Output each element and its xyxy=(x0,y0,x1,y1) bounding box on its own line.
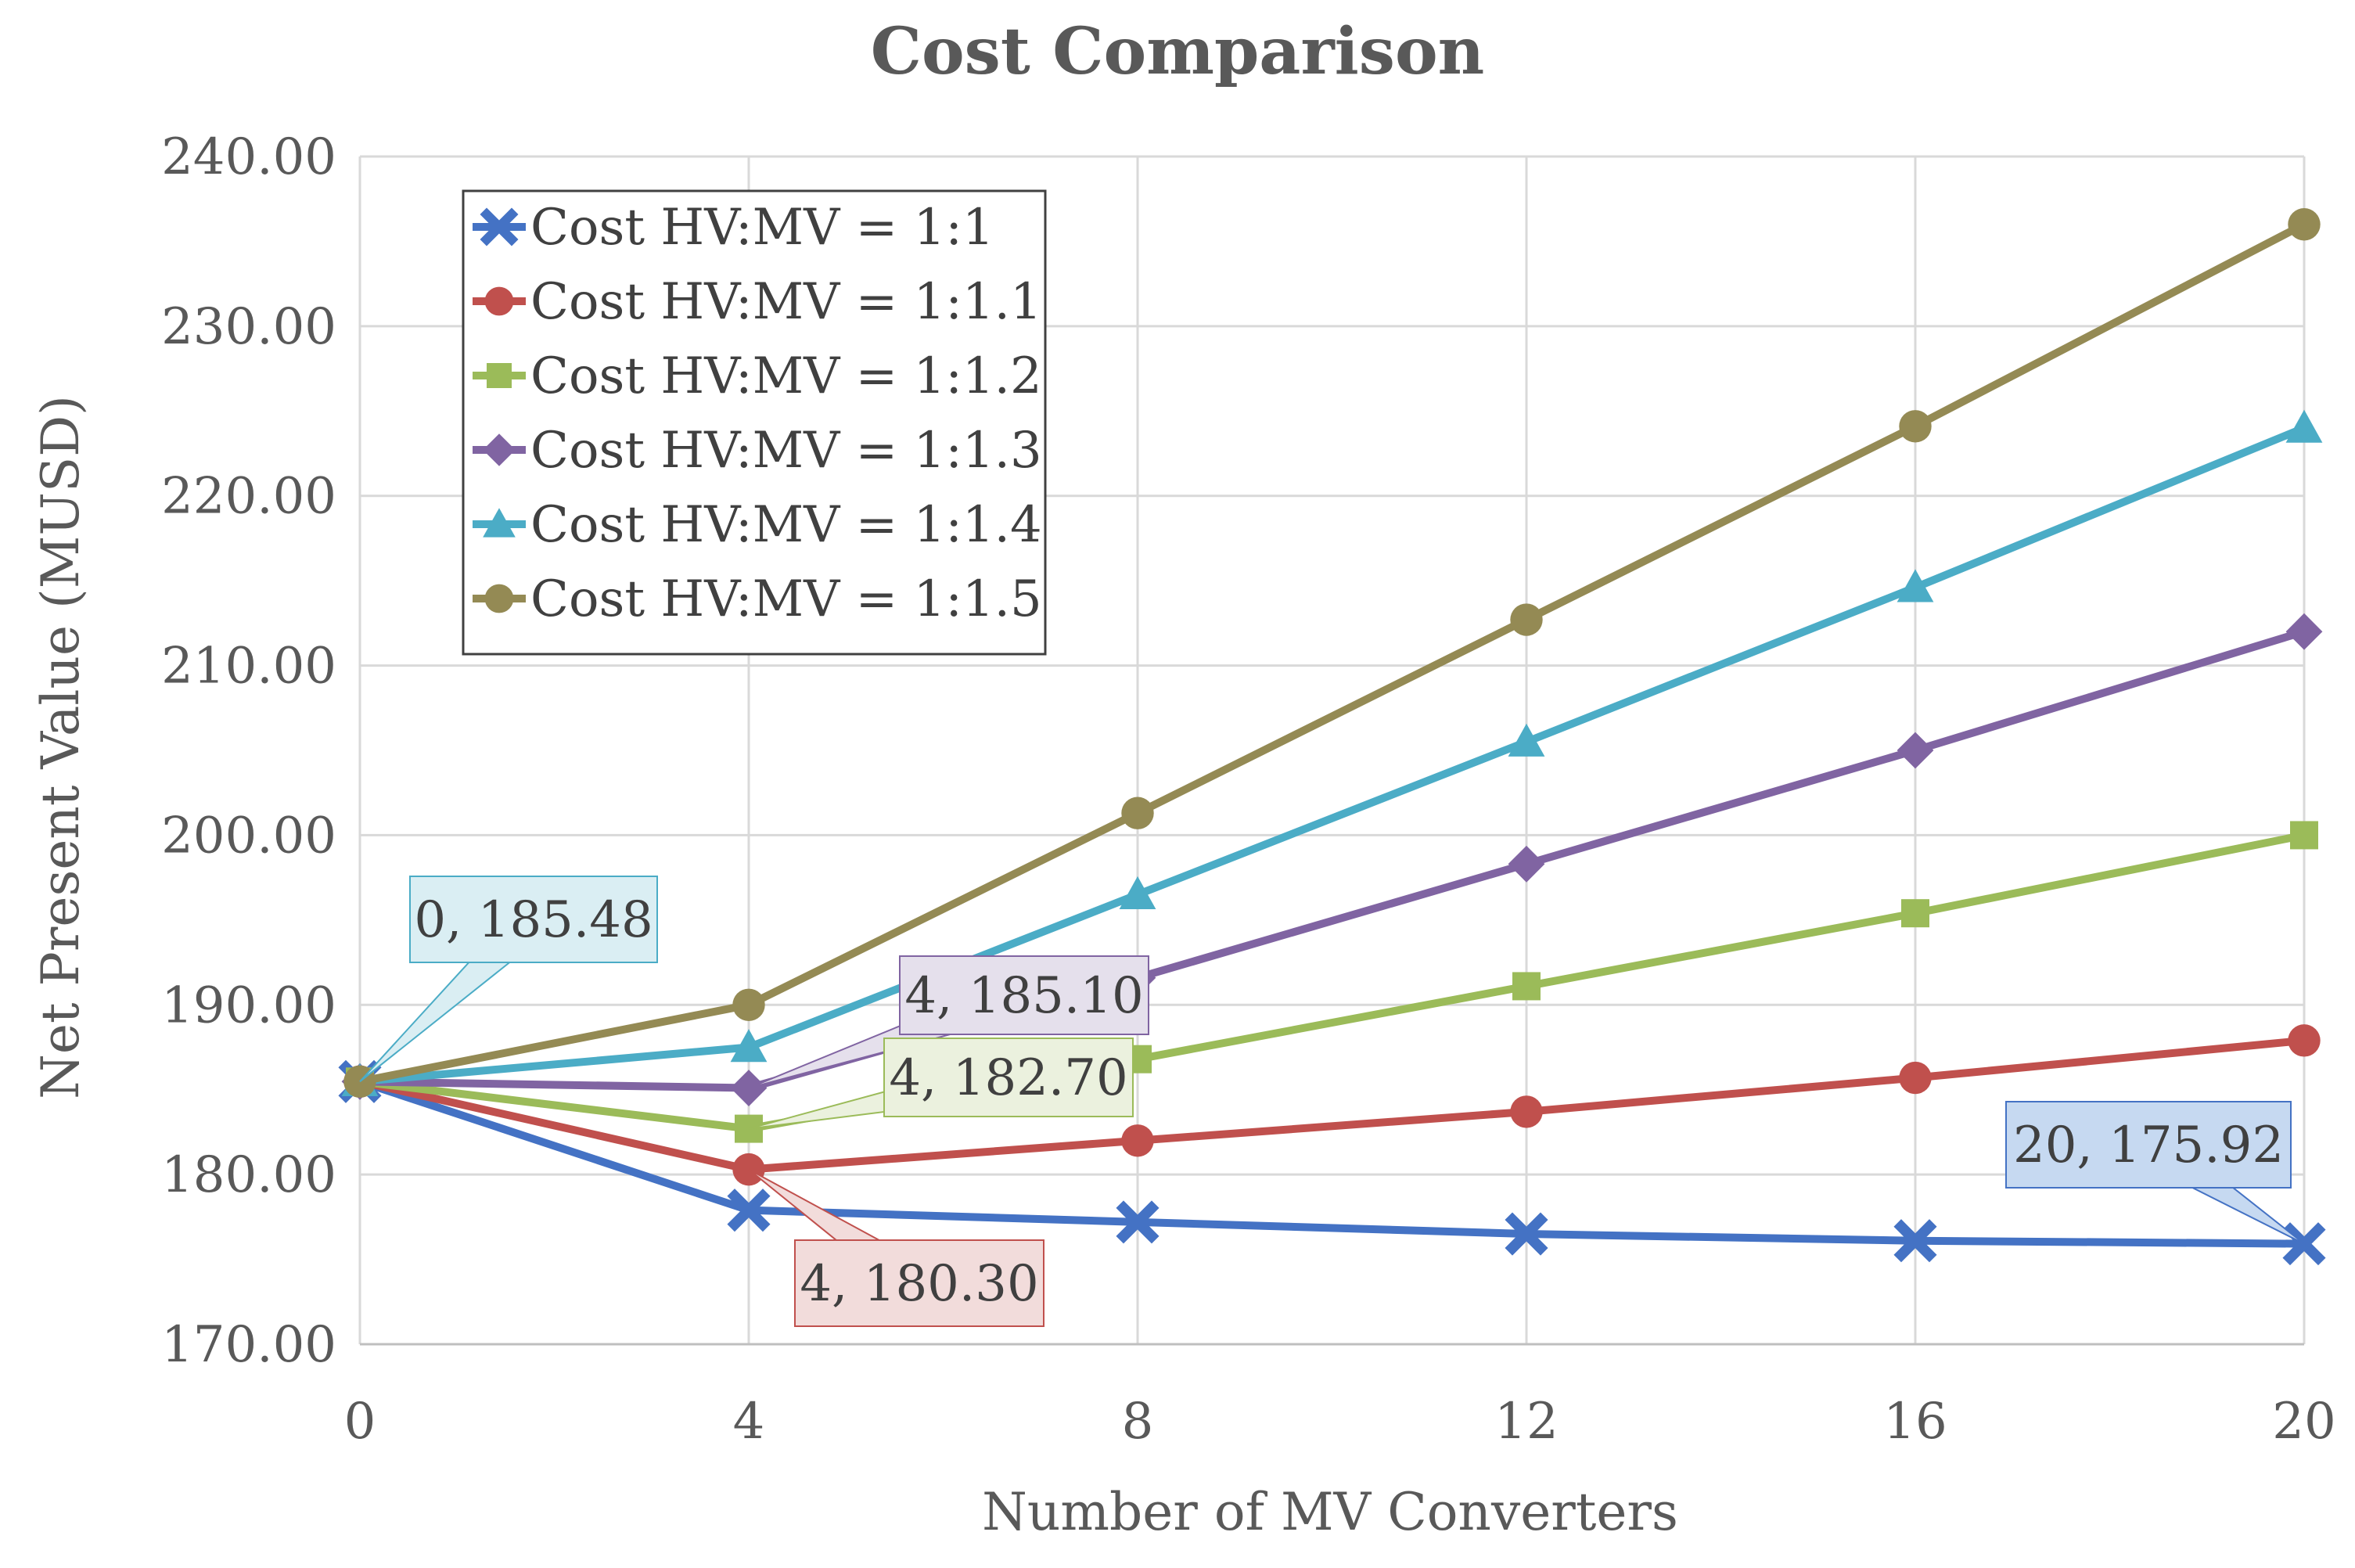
legend-label: Cost HV:MV = 1:1.4 xyxy=(530,496,1042,554)
legend-entry: Cost HV:MV = 1:1.3 xyxy=(473,422,1042,480)
x-tick-label: 20 xyxy=(2272,1393,2335,1451)
y-axis-title: Net Present Value (MUSD) xyxy=(31,395,91,1099)
data-point-marker xyxy=(1505,1212,1548,1256)
data-point-marker xyxy=(483,433,516,466)
x-tick-label: 0 xyxy=(344,1393,376,1451)
data-callouts: 0, 185.48 4, 185.10 4, 182.70 4, 180.30 20, … xyxy=(359,876,2305,1327)
series-4 xyxy=(341,613,2323,1106)
callout-fill xyxy=(796,1242,1042,1325)
x-tick-label: 16 xyxy=(1883,1393,1947,1451)
legend-entry: Cost HV:MV = 1:1.1 xyxy=(473,273,1042,331)
data-point-marker xyxy=(1121,797,1154,829)
data-point-marker xyxy=(480,207,519,246)
data-point-marker xyxy=(2285,613,2323,650)
callout-fill xyxy=(412,878,656,961)
data-callout: 20, 175.92 xyxy=(2005,1101,2305,1245)
y-tick-label: 220.00 xyxy=(161,468,336,526)
x-axis-title: Number of MV Converters xyxy=(982,1482,1678,1542)
data-point-marker xyxy=(2288,1024,2321,1057)
data-point-marker xyxy=(484,286,514,316)
series-3 xyxy=(346,821,2318,1143)
y-tick-label: 170.00 xyxy=(161,1316,336,1374)
data-point-marker xyxy=(1510,1095,1543,1128)
x-tick-label: 12 xyxy=(1494,1393,1558,1451)
callout-fill xyxy=(886,1040,1131,1115)
y-tick-label: 240.00 xyxy=(161,128,336,186)
legend-entry: Cost HV:MV = 1:1.5 xyxy=(473,570,1042,628)
series-line xyxy=(356,1036,2308,1174)
data-point-marker xyxy=(487,363,512,388)
data-point-marker xyxy=(1508,723,1545,757)
data-point-marker xyxy=(1897,732,1934,769)
x-tick-label: 8 xyxy=(1122,1393,1154,1451)
callout-fill xyxy=(2008,1103,2289,1186)
callout-label: 4, 182.70 xyxy=(889,1049,1127,1107)
data-point-marker xyxy=(727,1189,771,1232)
series-line xyxy=(356,628,2308,1092)
data-point-marker xyxy=(1510,603,1543,636)
data-point-marker xyxy=(483,508,516,538)
legend: Cost HV:MV = 1:1 Cost HV:MV = 1:1.1 Cost H… xyxy=(462,189,1047,656)
data-point-marker xyxy=(1899,410,1932,443)
legend-label: Cost HV:MV = 1:1.2 xyxy=(530,347,1042,405)
series-line xyxy=(356,831,2308,1133)
series-line xyxy=(356,423,2308,1086)
y-tick-label: 230.00 xyxy=(161,298,336,356)
data-point-marker xyxy=(1121,1124,1154,1157)
callout-label: 4, 180.30 xyxy=(800,1255,1038,1313)
data-point-marker xyxy=(1116,1200,1160,1244)
callout-fill xyxy=(901,958,1147,1033)
series-line xyxy=(356,220,2308,1086)
data-point-marker xyxy=(1512,972,1541,1001)
data-point-marker xyxy=(2290,821,2318,850)
data-point-marker xyxy=(2288,208,2321,241)
callout-label: 4, 185.10 xyxy=(904,967,1143,1025)
data-point-marker xyxy=(1893,1219,1937,1263)
callout-label: 20, 175.92 xyxy=(2013,1117,2284,1174)
legend-label: Cost HV:MV = 1:1 xyxy=(530,199,994,257)
data-point-marker xyxy=(1901,899,1929,928)
legend-label: Cost HV:MV = 1:1.5 xyxy=(530,570,1042,628)
data-point-marker xyxy=(1897,569,1934,602)
series-1 xyxy=(338,1059,2326,1266)
legend-box xyxy=(462,189,1047,656)
data-callout: 4, 180.30 xyxy=(748,1168,1044,1327)
chart-title: Cost Comparison xyxy=(871,14,1485,89)
data-callout: 0, 185.48 xyxy=(359,876,658,1083)
data-point-marker xyxy=(1899,1061,1932,1095)
series-line xyxy=(356,1077,2308,1248)
data-point-marker xyxy=(730,1029,768,1063)
legend-label: Cost HV:MV = 1:1.3 xyxy=(530,422,1042,480)
data-callout: 4, 182.70 xyxy=(748,1038,1134,1130)
x-tick-label: 4 xyxy=(733,1393,765,1451)
data-point-marker xyxy=(732,988,765,1021)
axes: 170.00 180.00 190.00 200.00 210.00 220.00 230.… xyxy=(161,128,2336,1451)
data-point-marker xyxy=(484,584,514,613)
data-callout: 4, 185.10 xyxy=(748,955,1149,1089)
data-point-marker xyxy=(2285,409,2323,443)
y-tick-label: 200.00 xyxy=(161,807,336,865)
legend-entry: Cost HV:MV = 1:1.2 xyxy=(473,347,1042,405)
y-tick-label: 180.00 xyxy=(161,1146,336,1204)
data-point-marker xyxy=(1119,876,1156,910)
y-tick-label: 210.00 xyxy=(161,638,336,696)
data-point-marker xyxy=(1508,845,1545,883)
y-tick-label: 190.00 xyxy=(161,976,336,1034)
legend-label: Cost HV:MV = 1:1.1 xyxy=(530,273,1042,331)
legend-entry: Cost HV:MV = 1:1 xyxy=(473,199,994,257)
callout-label: 0, 185.48 xyxy=(414,891,653,949)
legend-entry: Cost HV:MV = 1:1.4 xyxy=(473,496,1042,554)
